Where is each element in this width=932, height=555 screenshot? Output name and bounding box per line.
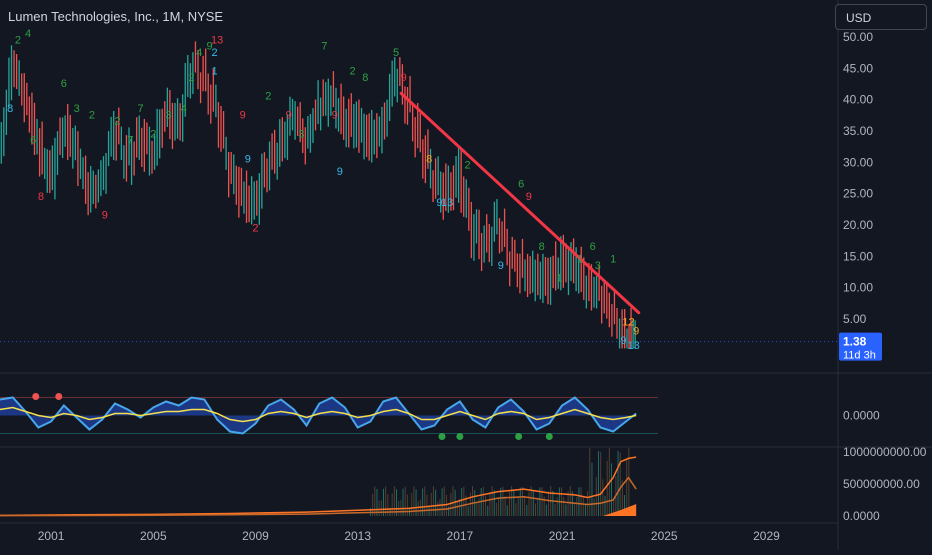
price-badge (839, 332, 882, 361)
price-tick-label: 50.00 (843, 30, 873, 44)
time-tick-label: 2021 (549, 529, 576, 543)
osc-signal-line (0, 406, 637, 423)
symbol-title: Lumen Technologies, Inc., 1M, NYSE (8, 9, 224, 24)
sequence-count-label: 7 (137, 103, 143, 115)
price-tick-label: 25.00 (843, 187, 873, 201)
sequence-count-label: 4 (181, 103, 187, 115)
sequence-count-label: 3 (74, 103, 80, 115)
sequence-count-label: 9 (620, 335, 626, 347)
price-badge-value: 1.38 (843, 335, 867, 349)
sequence-count-label: 13 (211, 34, 223, 46)
sequence-count-label: 3 (298, 128, 304, 140)
sequence-count-label: 6 (518, 178, 524, 190)
sequence-count-label: 9 (240, 109, 246, 121)
sequence-count-label: 8 (38, 191, 44, 203)
sequence-count-label: 2 (265, 91, 271, 103)
osc-signal-dot (456, 433, 464, 440)
sequence-count-label: 3 (595, 260, 601, 272)
price-tick-label: 35.00 (843, 124, 873, 138)
sequence-count-label: 9 (245, 153, 251, 165)
osc-signal-dot (438, 433, 446, 440)
osc-signal-dot (545, 433, 553, 440)
sequence-count-label: 9 (332, 109, 338, 121)
sequence-count-label: 2 (89, 109, 95, 121)
sequence-count-label: 1 (610, 254, 616, 266)
osc-signal-dot (515, 433, 523, 440)
sequence-count-label: 9 (436, 197, 442, 209)
sequence-count-label: 2 (350, 66, 356, 78)
time-tick-label: 2009 (242, 529, 269, 543)
sequence-count-label: 1 (212, 66, 218, 78)
price-tick-label: 5.00 (843, 312, 867, 326)
sequence-count-label: 2 (252, 222, 258, 234)
sequence-count-label: 7 (321, 41, 327, 53)
volume-area (602, 504, 637, 516)
volume-tick-label: 500000000.00 (843, 477, 920, 491)
osc-signal-dot (32, 393, 40, 400)
sequence-count-label: 6 (30, 135, 36, 147)
sequence-count-label: 6 (590, 241, 596, 253)
time-tick-label: 2005 (140, 529, 167, 543)
sequence-count-label: 9 (102, 210, 108, 222)
volume-tick-label: 0.0000 (843, 509, 880, 523)
time-tick-label: 2029 (753, 529, 780, 543)
price-tick-label: 10.00 (843, 281, 873, 295)
sequence-count-label: 9 (633, 326, 639, 338)
volume-line (0, 456, 637, 517)
price-badge-countdown: 11d 3h (843, 350, 876, 362)
time-tick-label: 2025 (651, 529, 678, 543)
sequence-count-label: 9 (498, 260, 504, 272)
sequence-count-label: 8 (7, 103, 13, 115)
osc-tick-label: 0.0000 (843, 409, 880, 423)
sequence-count-label: 2 (114, 116, 120, 128)
sequence-count-label: 2 (212, 47, 218, 59)
time-tick-label: 2017 (447, 529, 474, 543)
sequence-count-label: 9 (526, 191, 532, 203)
osc-area (0, 397, 637, 434)
sequence-count-label: 8 (426, 153, 432, 165)
volume-tick-label: 1000000000.00 (843, 445, 927, 459)
price-tick-label: 20.00 (843, 218, 873, 232)
sequence-count-label: 2 (189, 72, 195, 84)
sequence-count-label: 2 (150, 128, 156, 140)
sequence-count-label: 8 (362, 72, 368, 84)
price-tick-label: 45.00 (843, 61, 873, 75)
sequence-count-label: 5 (393, 47, 399, 59)
sequence-count-label: 1 (556, 272, 562, 284)
price-tick-label: 40.00 (843, 93, 873, 107)
price-tick-label: 30.00 (843, 155, 873, 169)
sequence-count-label: 9 (286, 109, 292, 121)
trend-line (399, 91, 641, 315)
sequence-count-label: 12 (622, 316, 634, 328)
sequence-count-label: 13 (627, 340, 639, 352)
sequence-count-label: 3 (166, 109, 172, 121)
sequence-count-label: 4 (25, 28, 31, 40)
sequence-count-label: 1 (577, 254, 583, 266)
sequence-count-label: 2 (15, 34, 21, 46)
sequence-count-label: 6 (61, 78, 67, 90)
time-tick-label: 2013 (344, 529, 371, 543)
sequence-count-label: 9 (206, 41, 212, 53)
time-tick-label: 2001 (38, 529, 65, 543)
sequence-count-label: 9 (337, 166, 343, 178)
currency-selector[interactable]: USD (835, 4, 927, 30)
sequence-count-label: 4 (196, 47, 202, 59)
sequence-count-label: 9 (401, 72, 407, 84)
osc-signal-dot (55, 393, 63, 400)
osc-line (0, 396, 637, 435)
sequence-count-label: 13 (441, 197, 453, 209)
volume-line (0, 476, 637, 517)
sequence-count-label: 7 (127, 135, 133, 147)
sequence-count-label: 8 (539, 241, 545, 253)
sequence-count-label: 2 (464, 160, 470, 172)
price-tick-label: 15.00 (843, 249, 873, 263)
